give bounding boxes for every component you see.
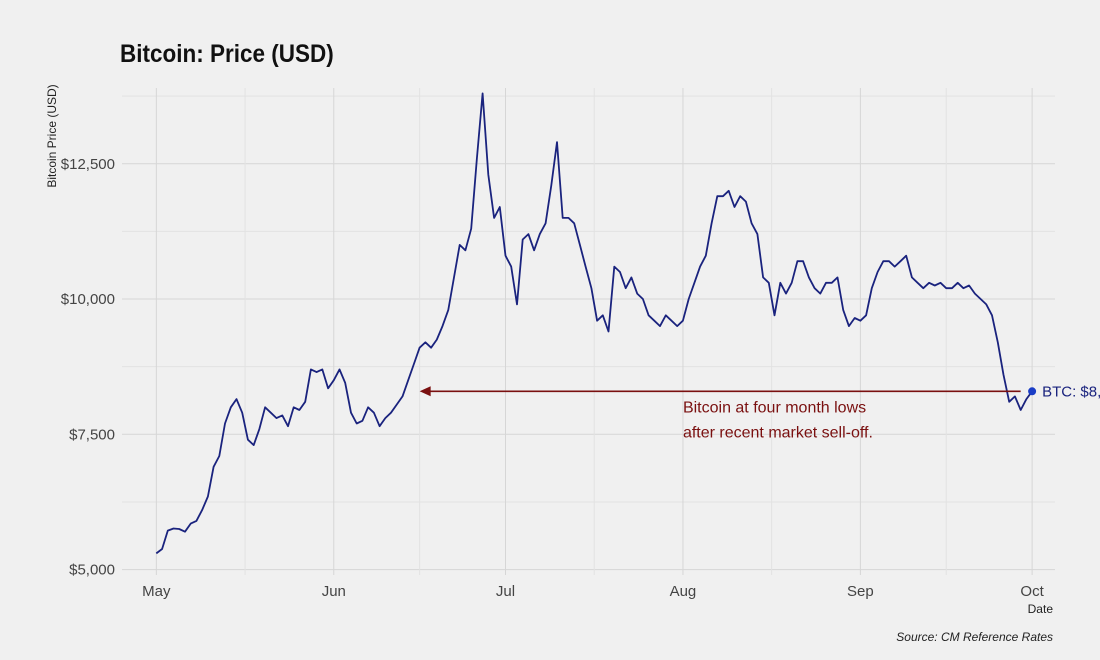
latest-price-label: BTC: $8,295	[1042, 383, 1100, 400]
grid-lines	[122, 88, 1055, 575]
y-tick-label: $5,000	[69, 562, 115, 579]
y-axis-label: Bitcoin Price (USD)	[45, 84, 59, 187]
price-series	[155, 92, 1033, 555]
y-tick-label: $7,500	[69, 426, 115, 443]
annotations: Bitcoin at four month lows after recent m…	[419, 383, 1100, 442]
x-axis-label: Date	[1028, 602, 1054, 616]
price-line	[155, 92, 1033, 555]
x-tick-label: Jul	[496, 583, 515, 600]
y-axis-ticks: $5,000 $7,500 $10,000 $12,500	[61, 156, 115, 579]
annotation-arrowhead	[419, 386, 431, 397]
x-tick-label: Jun	[322, 583, 346, 600]
annotation-text-line: after recent market sell-off.	[683, 425, 873, 442]
source-note: Source: CM Reference Rates	[896, 630, 1053, 644]
x-tick-label: Sep	[847, 583, 874, 600]
annotation-text-line: Bitcoin at four month lows	[683, 400, 866, 417]
x-tick-label: Aug	[670, 583, 697, 600]
y-tick-label: $12,500	[61, 156, 115, 173]
chart-title: Bitcoin: Price (USD)	[120, 40, 334, 68]
x-axis-ticks: May Jun Jul Aug Sep Oct	[142, 583, 1044, 600]
x-tick-label: May	[142, 583, 171, 600]
latest-price-marker	[1028, 387, 1037, 396]
y-tick-label: $10,000	[61, 291, 115, 308]
x-tick-label: Oct	[1020, 583, 1044, 600]
